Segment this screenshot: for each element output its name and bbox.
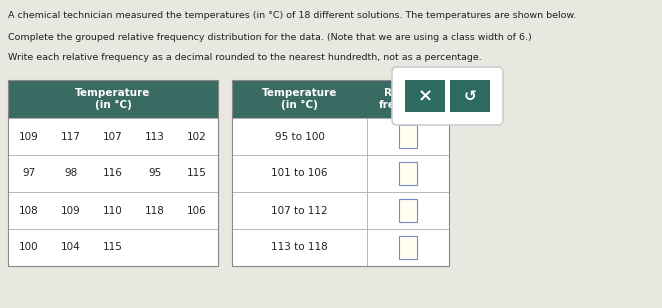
Text: 95: 95 [148,168,162,179]
Text: 104: 104 [61,242,81,253]
Text: 118: 118 [145,205,165,216]
Bar [367,192,449,229]
Bar [8,192,218,229]
Text: 113 to 118: 113 to 118 [271,242,328,253]
Bar [367,80,449,118]
Bar [232,80,367,118]
Bar [8,229,218,266]
Text: 117: 117 [61,132,81,141]
Text: 116: 116 [103,168,123,179]
FancyBboxPatch shape [450,80,490,112]
Bar [232,118,367,155]
Bar [367,155,449,192]
Bar [232,192,367,229]
Text: Temperature
(in °C): Temperature (in °C) [261,88,337,110]
Bar [367,118,449,155]
Bar [399,162,417,184]
Bar [399,199,417,221]
Text: ↺: ↺ [463,88,477,103]
FancyBboxPatch shape [392,67,503,125]
Bar [232,155,367,192]
Text: 100: 100 [19,242,39,253]
Bar [399,237,417,259]
Text: 106: 106 [187,205,207,216]
Bar [232,80,449,266]
Bar [232,229,367,266]
Text: 109: 109 [61,205,81,216]
Text: 107 to 112: 107 to 112 [271,205,328,216]
Text: 107: 107 [103,132,123,141]
Text: ×: × [418,87,432,105]
Text: 102: 102 [187,132,207,141]
Text: Relative
frequency: Relative frequency [379,88,438,110]
Bar [367,229,449,266]
Text: Complete the grouped relative frequency distribution for the data. (Note that we: Complete the grouped relative frequency … [8,33,532,42]
Bar [8,118,218,155]
Bar [8,155,218,192]
Bar [8,80,218,118]
Text: 95 to 100: 95 to 100 [275,132,324,141]
Text: Write each relative frequency as a decimal rounded to the nearest hundredth, not: Write each relative frequency as a decim… [8,53,482,62]
Text: 115: 115 [103,242,123,253]
Bar [399,125,417,148]
Bar [8,80,218,266]
Text: A chemical technician measured the temperatures (in °C) of 18 different solution: A chemical technician measured the tempe… [8,11,576,20]
Text: 113: 113 [145,132,165,141]
Text: 110: 110 [103,205,123,216]
Text: 97: 97 [23,168,36,179]
Text: Temperature
(in °C): Temperature (in °C) [75,88,151,110]
Text: 98: 98 [64,168,77,179]
Text: 115: 115 [187,168,207,179]
Text: 109: 109 [19,132,39,141]
Text: 108: 108 [19,205,39,216]
Text: 101 to 106: 101 to 106 [271,168,328,179]
FancyBboxPatch shape [405,80,445,112]
